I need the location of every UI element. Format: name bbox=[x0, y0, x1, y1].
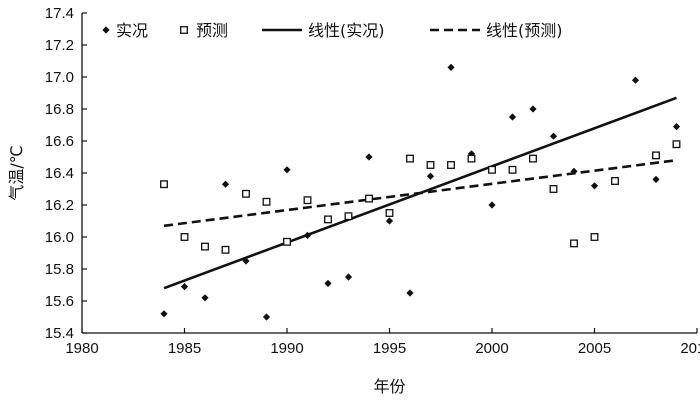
observed-point bbox=[242, 257, 250, 265]
observed-point bbox=[344, 273, 353, 281]
x-tick-label: 2000 bbox=[475, 340, 508, 357]
y-tick-label: 17.4 bbox=[45, 5, 74, 22]
x-tick-label: 1990 bbox=[270, 340, 303, 357]
predicted-point bbox=[344, 212, 353, 221]
y-tick-label: 15.4 bbox=[45, 325, 74, 342]
x-tick-label: 1995 bbox=[373, 340, 406, 357]
observed-point bbox=[652, 175, 660, 183]
x-tick-label: 2005 bbox=[578, 340, 611, 357]
predicted-point bbox=[365, 194, 373, 203]
y-tick-label: 17.0 bbox=[45, 69, 74, 86]
observed-point bbox=[324, 279, 332, 287]
predicted-point bbox=[590, 233, 599, 241]
observed-point bbox=[160, 310, 168, 318]
y-axis-label: 气温/℃ bbox=[7, 145, 26, 200]
observed-point bbox=[365, 153, 373, 161]
predicted-point bbox=[488, 165, 496, 174]
predicted-point bbox=[283, 237, 291, 246]
predicted-point bbox=[303, 196, 312, 205]
observed-point bbox=[283, 166, 291, 174]
predicted-point bbox=[426, 161, 435, 169]
predicted-point bbox=[447, 161, 455, 169]
observed-point bbox=[570, 167, 578, 175]
predicted-point bbox=[672, 140, 681, 149]
trendline bbox=[163, 158, 677, 228]
observed-point bbox=[590, 182, 599, 190]
trendlines bbox=[163, 96, 677, 290]
observed-point bbox=[303, 231, 312, 239]
y-tick-label: 16.6 bbox=[45, 133, 74, 150]
observed-point bbox=[631, 76, 640, 84]
observed-point bbox=[406, 289, 414, 297]
observed-point bbox=[426, 172, 435, 180]
predicted-point bbox=[529, 154, 537, 163]
observed-point bbox=[529, 105, 537, 113]
y-tick-label: 15.8 bbox=[45, 261, 74, 278]
legend-label-observed: 实况 bbox=[116, 21, 148, 40]
x-tick-label: 1985 bbox=[168, 340, 201, 357]
y-tick-label: 16.0 bbox=[45, 229, 74, 246]
y-tick-label: 15.6 bbox=[45, 293, 74, 310]
predicted-point bbox=[324, 215, 332, 224]
predicted-point bbox=[570, 239, 578, 248]
observed-point bbox=[672, 123, 681, 131]
observed-point bbox=[221, 180, 230, 188]
predicted-point bbox=[160, 180, 168, 189]
tick-labels: 1980 1985 1990 1995 2000 2005 2010 15.4 15.6 15.8… bbox=[45, 5, 700, 357]
predicted-point bbox=[201, 242, 209, 251]
predicted-point bbox=[221, 245, 230, 254]
axes bbox=[81, 12, 698, 334]
legend-label-predicted-trend: 线性(预测) bbox=[486, 21, 563, 40]
observed-point bbox=[488, 201, 496, 209]
observed-point bbox=[447, 63, 455, 71]
observed-point bbox=[385, 217, 394, 225]
x-axis-label: 年份 bbox=[373, 377, 405, 396]
predicted-point bbox=[180, 233, 189, 241]
legend-label-observed-trend: 线性(实况) bbox=[308, 21, 385, 40]
predicted-point bbox=[406, 154, 414, 163]
legend-label-predicted: 预测 bbox=[196, 21, 228, 40]
predicted-point bbox=[262, 197, 271, 206]
predicted-point bbox=[549, 185, 558, 193]
x-tick-label: 1980 bbox=[65, 340, 98, 357]
predicted-point bbox=[508, 165, 517, 174]
y-tick-label: 17.2 bbox=[45, 37, 74, 54]
legend-marker-observed bbox=[102, 26, 110, 34]
legend-marker-predicted bbox=[180, 26, 188, 34]
observed-point bbox=[201, 294, 209, 302]
legend: 实况 预测 线性(实况) 线性(预测) bbox=[102, 21, 563, 40]
observed-point bbox=[262, 313, 271, 321]
y-tick-label: 16.4 bbox=[45, 165, 74, 182]
y-tick-label: 16.8 bbox=[45, 101, 74, 118]
y-tick-label: 16.2 bbox=[45, 197, 74, 214]
observed-point bbox=[549, 132, 558, 140]
predicted-point bbox=[652, 151, 660, 160]
observed-point bbox=[508, 113, 517, 121]
predicted-point bbox=[611, 177, 619, 185]
data-points bbox=[160, 63, 681, 321]
x-tick-label: 2010 bbox=[680, 340, 700, 357]
predicted-point bbox=[467, 154, 476, 163]
predicted-point bbox=[242, 189, 250, 198]
predicted-point bbox=[385, 209, 394, 217]
observed-point bbox=[180, 283, 189, 291]
